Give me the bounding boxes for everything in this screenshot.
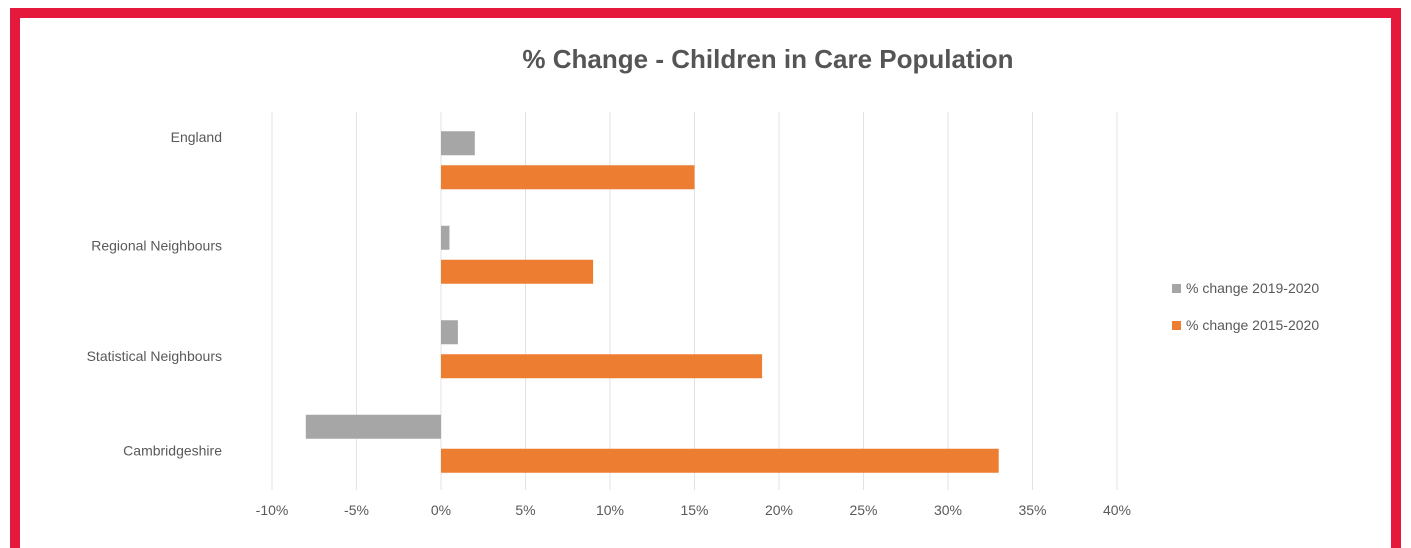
x-tick-label: 25% — [849, 502, 877, 518]
legend-swatch — [1172, 321, 1181, 330]
x-tick-label: 35% — [1018, 502, 1046, 518]
x-tick-label: 15% — [680, 502, 708, 518]
category-label: England — [171, 129, 222, 145]
x-tick-label: -10% — [256, 502, 289, 518]
bar-2019-2020 — [305, 414, 441, 439]
category-label: Cambridgeshire — [123, 443, 222, 459]
x-tick-label: 30% — [934, 502, 962, 518]
legend-swatch — [1172, 284, 1181, 293]
bar-chart: % Change - Children in Care Population E… — [87, 44, 1320, 518]
category-label: Statistical Neighbours — [87, 348, 222, 364]
bar-2015-2020 — [441, 354, 763, 379]
chart-title: % Change - Children in Care Population — [522, 44, 1013, 74]
x-tick-label: 20% — [765, 502, 793, 518]
x-tick-label: -5% — [344, 502, 369, 518]
x-tick-label: 0% — [431, 502, 451, 518]
bar-2015-2020 — [441, 259, 594, 284]
x-tick-label: 5% — [515, 502, 535, 518]
bar-2019-2020 — [441, 131, 475, 156]
bar-2019-2020 — [441, 320, 458, 345]
legend-label: % change 2015-2020 — [1186, 317, 1319, 333]
category-label: Regional Neighbours — [91, 238, 222, 254]
legend-label: % change 2019-2020 — [1186, 280, 1319, 296]
bar-2019-2020 — [441, 225, 450, 250]
x-tick-label: 40% — [1103, 502, 1131, 518]
x-tick-label: 10% — [596, 502, 624, 518]
bar-2015-2020 — [441, 448, 999, 473]
bar-2015-2020 — [441, 165, 695, 190]
